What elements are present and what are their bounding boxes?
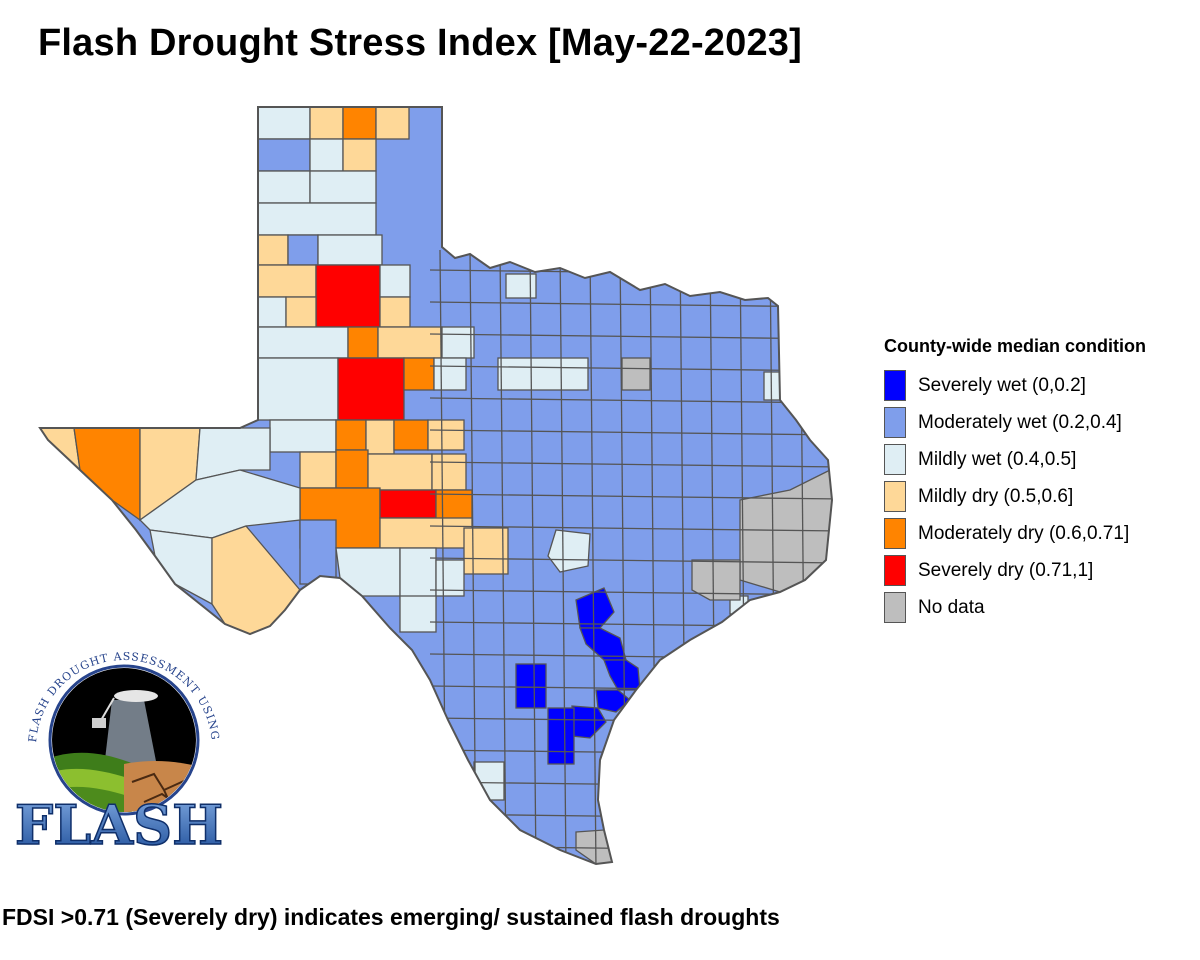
county-region [317,234,383,266]
county-region [149,529,213,606]
county-region [299,519,337,585]
county-region [393,419,429,451]
county-region [431,453,467,491]
county-region [309,170,377,204]
legend-label: Mildly dry (0.5,0.6] [918,485,1074,507]
county-region [379,296,411,328]
county-border [429,429,832,436]
legend-label: Moderately dry (0.6,0.71] [918,522,1130,544]
county-region [691,559,741,601]
county-border [429,493,832,500]
county-region [621,357,651,391]
county-region [257,170,311,204]
county-region [377,326,443,359]
county-border [429,461,832,468]
legend-label: Severely dry (0.71,1] [918,559,1094,581]
county-region [257,202,377,236]
county-region [463,527,509,575]
county-region [342,107,377,140]
county-border [429,845,832,852]
county-border [429,365,832,372]
county-region [257,107,311,140]
legend-item-no-data: No data [884,589,1146,626]
legend-label: Moderately wet (0.2,0.4] [918,411,1122,433]
county-region [547,529,591,573]
county-region [257,138,311,172]
county-region [497,357,589,391]
county-border [429,813,832,820]
legend-swatch [884,370,906,401]
county-region [595,689,632,713]
county-region [337,357,405,421]
legend-label: Severely wet (0,0.2] [918,374,1086,396]
county-region [257,326,349,359]
legend-label: No data [918,596,985,618]
footer-note: FDSI >0.71 (Severely dry) indicates emer… [2,904,780,930]
county-region [335,419,367,451]
county-border [429,301,832,308]
legend-swatch [884,555,906,586]
logo-wordmark: FLASH [15,793,223,852]
county-region [505,273,537,299]
legend-label: Mildly wet (0.4,0.5] [918,448,1077,470]
county-region [257,296,287,328]
county-region [347,326,379,359]
county-border [429,557,832,564]
county-border [429,333,832,340]
county-border [469,249,477,864]
county-region [257,234,289,266]
county-border [429,525,832,532]
county-region [441,326,475,359]
legend-item-mildly-dry: Mildly dry (0.5,0.6] [884,478,1146,515]
county-region [309,107,344,140]
county-region [367,453,433,491]
legend-item-severely-dry: Severely dry (0.71,1] [884,552,1146,589]
county-region [299,451,337,489]
county-region [287,234,319,266]
county-region [763,371,801,401]
county-region [195,427,271,481]
county-region [399,595,437,633]
county-region [547,707,575,765]
county-border [529,249,537,864]
county-region [335,547,401,597]
legend-swatch [884,407,906,438]
legend-item-severely-wet: Severely wet (0,0.2] [884,367,1146,404]
page-title: Flash Drought Stress Index [May-22-2023] [38,22,802,64]
county-region [515,663,547,709]
county-region [433,357,467,391]
county-region [375,107,410,140]
county-region [403,357,435,391]
legend-item-moderately-wet: Moderately wet (0.2,0.4] [884,404,1146,441]
legend-item-mildly-wet: Mildly wet (0.4,0.5] [884,441,1146,478]
county-border [429,397,832,404]
legend-swatch [884,481,906,512]
county-region [309,138,344,172]
county-region [285,296,317,328]
legend-swatch [884,592,906,623]
county-region [379,489,437,519]
legend-title: County-wide median condition [884,336,1146,356]
texas-outline [38,106,834,866]
county-border [499,249,507,864]
county-region [315,264,381,328]
legend-swatch [884,444,906,475]
county-region [365,419,395,455]
county-region [269,419,337,453]
legend-item-moderately-dry: Moderately dry (0.6,0.71] [884,515,1146,552]
county-region [257,357,339,421]
county-region [399,547,437,599]
flash-logo: FLASH DROUGHT ASSESSMENT USING SMAP HYDR… [14,652,224,852]
county-region [427,419,465,451]
legend-swatch [884,518,906,549]
county-region [342,138,377,172]
map-legend: County-wide median condition Severely we… [884,336,1146,626]
county-region [335,449,369,489]
county-region [379,517,473,549]
county-region [379,264,411,298]
county-region [257,264,317,298]
